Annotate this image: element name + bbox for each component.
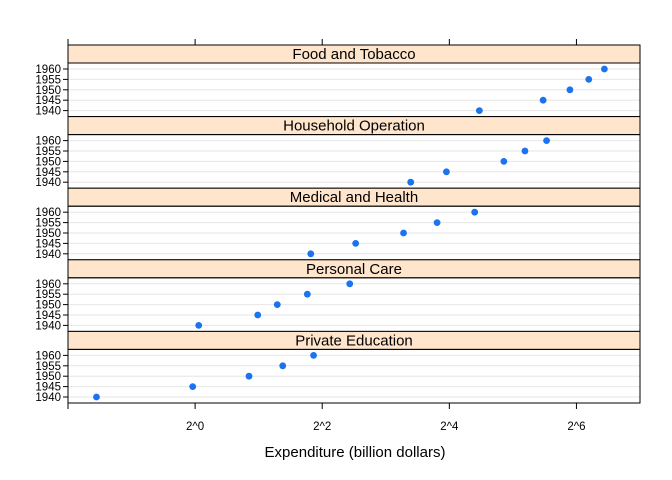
- data-point: [189, 383, 197, 390]
- y-tick-label: 1960: [35, 350, 61, 362]
- data-point: [346, 280, 354, 288]
- x-tick-label: 2^6: [567, 421, 585, 433]
- data-point: [254, 311, 262, 319]
- y-tick-label: 1950: [35, 228, 61, 240]
- panel-title: Private Education: [295, 332, 413, 349]
- data-point: [471, 208, 479, 216]
- data-point: [400, 229, 407, 237]
- panel-frame: [67, 348, 641, 404]
- y-tick-label: 1955: [35, 361, 61, 373]
- y-tick-label: 1955: [35, 218, 61, 230]
- data-point: [539, 96, 547, 104]
- data-point: [585, 76, 593, 83]
- y-tick-label: 1955: [35, 289, 61, 301]
- y-tick-label: 1950: [35, 85, 61, 97]
- y-tick-label: 1940: [35, 392, 61, 404]
- y-tick-label: 1940: [35, 177, 61, 189]
- y-tick-label: 1945: [35, 310, 61, 322]
- data-point: [543, 137, 550, 145]
- y-tick-label: 1940: [35, 320, 61, 332]
- y-tick-label: 1960: [35, 279, 61, 291]
- panels-group: Food and Tobacco19401945195019551960Hous…: [35, 44, 641, 404]
- y-tick-label: 1945: [35, 238, 61, 250]
- data-point: [500, 158, 508, 165]
- data-point: [433, 219, 441, 227]
- y-tick-label: 1960: [35, 136, 61, 148]
- y-tick-label: 1950: [35, 300, 61, 312]
- x-tick-label: 2^0: [186, 421, 204, 433]
- data-point: [245, 372, 253, 380]
- data-point: [521, 147, 529, 155]
- data-point: [407, 178, 415, 186]
- panel-title: Medical and Health: [290, 189, 418, 206]
- x-tick-label: 2^2: [313, 421, 331, 433]
- y-tick-label: 1960: [35, 64, 61, 76]
- x-tick-label: 2^4: [440, 421, 459, 433]
- data-point: [303, 290, 311, 298]
- data-point: [310, 352, 317, 359]
- y-tick-label: 1945: [35, 95, 61, 107]
- data-point: [307, 250, 315, 258]
- y-tick-label: 1955: [35, 74, 61, 86]
- panel-title: Personal Care: [306, 261, 402, 278]
- panel-title: Household Operation: [283, 118, 425, 135]
- x-axis: 2^0 2^2 2^4 2^6: [67, 39, 586, 433]
- data-point: [352, 240, 360, 247]
- x-axis-label: Expenditure (billion dollars): [265, 444, 446, 461]
- data-point: [475, 107, 483, 114]
- data-point: [566, 86, 574, 94]
- y-tick-label: 1960: [35, 207, 61, 219]
- data-point: [93, 393, 100, 401]
- data-point: [600, 65, 608, 73]
- data-point: [279, 362, 287, 370]
- y-tick-label: 1940: [35, 106, 61, 118]
- data-point: [195, 322, 203, 329]
- y-tick-label: 1950: [35, 156, 61, 168]
- y-tick-label: 1945: [35, 167, 61, 179]
- y-tick-label: 1945: [35, 382, 61, 394]
- data-point: [273, 301, 281, 308]
- panel-title: Food and Tobacco: [292, 46, 415, 63]
- y-tick-label: 1940: [35, 249, 61, 261]
- y-tick-label: 1955: [35, 146, 61, 158]
- y-tick-label: 1950: [35, 371, 61, 383]
- data-point: [443, 168, 450, 176]
